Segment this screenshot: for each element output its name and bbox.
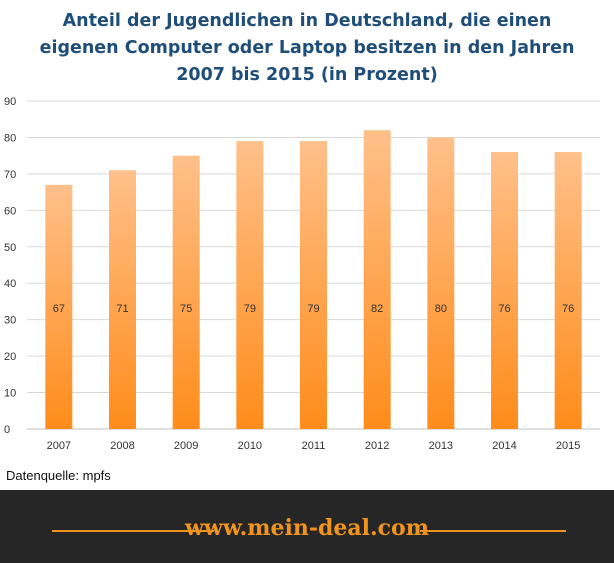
bar-2008 [109,170,136,429]
bar-2010 [236,141,264,430]
x-tick-label: 2007 [47,440,71,452]
bar-2007 [45,184,73,429]
footer-line-right [420,530,566,532]
footer-site-link[interactable]: www.mein-deal.com [184,515,430,541]
data-label: 82 [371,303,383,315]
chart-title-line-2: eigenen Computer oder Laptop besitzen in… [39,38,575,58]
x-tick-label: 2009 [174,440,198,452]
y-tick-label: 70 [4,169,16,181]
data-label: 76 [562,303,574,315]
chart-title: Anteil der Jugendlichen in Deutschland, … [0,8,614,89]
x-tick-label: 2010 [238,440,262,452]
chart-title-line-3: 2007 bis 2015 (in Prozent) [176,65,438,85]
bar-2014 [491,152,518,429]
y-tick-label: 80 [4,132,16,144]
bar-2012 [363,130,391,429]
y-tick-label: 20 [4,351,16,363]
data-label: 79 [244,303,256,315]
data-label: 79 [307,303,319,315]
y-tick-label: 60 [4,205,16,217]
data-source: Datenquelle: mpfs [6,468,111,483]
y-tick-label: 40 [4,278,16,290]
y-tick-label: 90 [4,96,16,108]
y-tick-label: 30 [4,315,16,327]
data-label: 80 [435,303,447,315]
bar-2013 [427,137,455,429]
data-label: 75 [180,303,192,315]
x-tick-label: 2014 [492,440,516,452]
bar-2015 [554,152,582,429]
x-tick-label: 2011 [302,440,326,452]
bar-chart: 0 10 20 30 40 50 60 70 80 90 67 2007 71 2008 75 2009 79 2… [4,96,600,452]
y-tick-label: 50 [4,242,16,254]
x-tick-label: 2008 [110,440,134,452]
x-tick-label: 2015 [556,440,580,452]
data-label: 67 [53,303,65,315]
footer-banner: www.mein-deal.com [0,490,614,563]
bar-2009 [172,155,200,429]
y-tick-label: 10 [4,388,16,400]
data-label: 71 [116,303,128,315]
data-label: 76 [498,303,510,315]
chart-title-line-1: Anteil der Jugendlichen in Deutschland, … [62,11,552,31]
y-tick-label: 0 [4,424,10,436]
x-tick-label: 2012 [365,440,389,452]
bar-2011 [300,141,327,430]
footer-line-left [52,530,214,532]
x-tick-label: 2013 [429,440,453,452]
